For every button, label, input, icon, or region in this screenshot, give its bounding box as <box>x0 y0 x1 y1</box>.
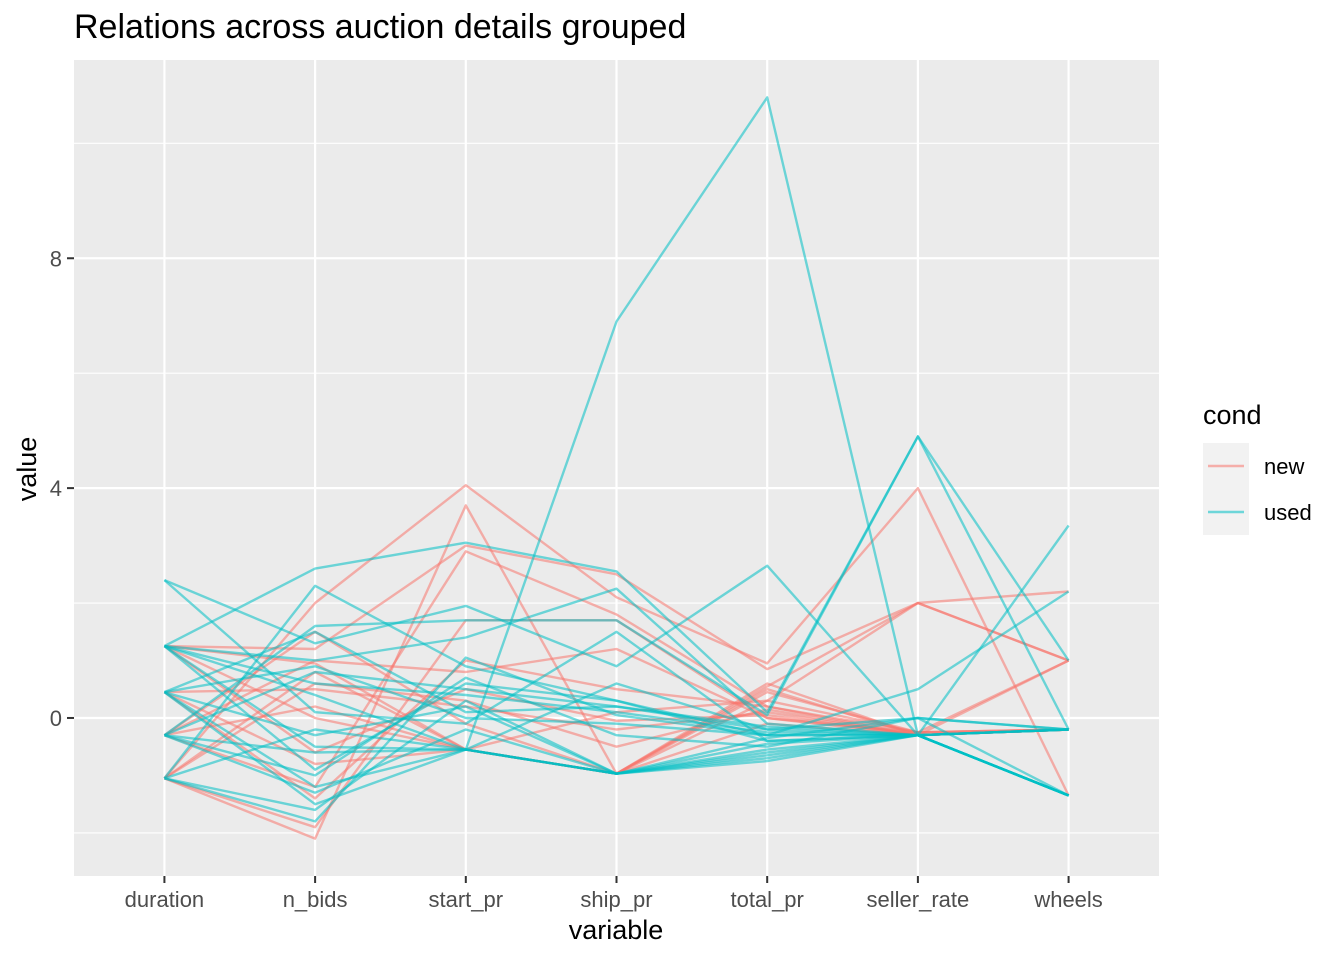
grid-lines <box>74 60 1159 876</box>
chart-title: Relations across auction details grouped <box>74 8 686 46</box>
legend-title: cond <box>1203 400 1262 430</box>
y-tick-label: 4 <box>50 476 62 501</box>
series-lines <box>163 96 1070 840</box>
x-tick-label: total_pr <box>730 887 803 912</box>
y-axis: 0 4 8 <box>50 246 74 731</box>
x-axis: duration n_bids start_pr ship_pr total_pr sel… <box>125 876 1103 912</box>
x-tick-label: ship_pr <box>580 887 652 912</box>
y-tick-label: 0 <box>50 706 62 731</box>
series-used <box>163 96 1070 823</box>
x-tick-label: start_pr <box>429 887 504 912</box>
series-line-used <box>164 590 1070 823</box>
y-tick-label: 8 <box>50 246 62 271</box>
x-tick-label: duration <box>125 887 205 912</box>
x-tick-label: n_bids <box>283 887 348 912</box>
series-line-used <box>163 435 1070 737</box>
x-tick-label: wheels <box>1033 887 1102 912</box>
legend-label-used: used <box>1264 500 1312 525</box>
series-line-used <box>163 645 1069 771</box>
legend: cond new used <box>1203 400 1312 535</box>
x-tick-label: seller_rate <box>867 887 970 912</box>
y-axis-title: value <box>12 437 42 502</box>
legend-label-new: new <box>1264 454 1304 479</box>
x-axis-title: variable <box>569 915 664 945</box>
series-line-new <box>163 484 1070 797</box>
legend-key-background <box>1203 443 1249 535</box>
